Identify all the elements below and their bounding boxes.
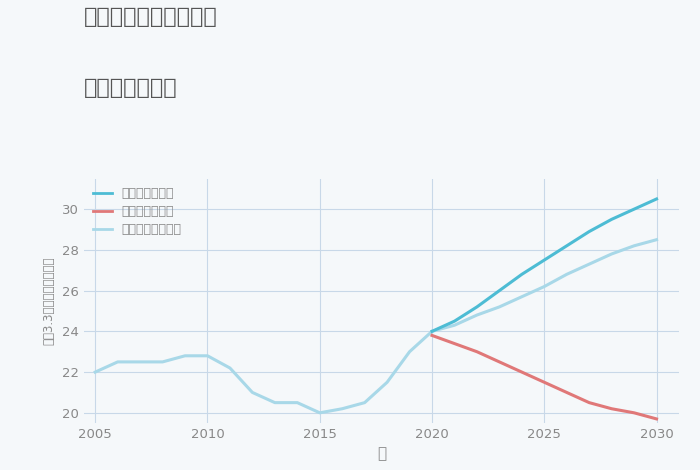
- グッドシナリオ: [630, 206, 638, 212]
- グッドシナリオ: [563, 243, 571, 249]
- X-axis label: 年: 年: [377, 446, 386, 462]
- バッドシナリオ: [652, 416, 661, 422]
- Line: バッドシナリオ: バッドシナリオ: [432, 336, 657, 419]
- ノーマルシナリオ: [630, 243, 638, 249]
- Line: グッドシナリオ: グッドシナリオ: [432, 199, 657, 331]
- バッドシナリオ: [428, 333, 436, 338]
- ノーマルシナリオ: [563, 272, 571, 277]
- バッドシナリオ: [630, 410, 638, 415]
- ノーマルシナリオ: [495, 304, 503, 310]
- バッドシナリオ: [495, 359, 503, 365]
- Y-axis label: 坪（3.3㎡）単価（万円）: 坪（3.3㎡）単価（万円）: [42, 257, 55, 345]
- ノーマルシナリオ: [473, 312, 481, 318]
- バッドシナリオ: [563, 390, 571, 395]
- Legend: グッドシナリオ, バッドシナリオ, ノーマルシナリオ: グッドシナリオ, バッドシナリオ, ノーマルシナリオ: [90, 185, 184, 239]
- グッドシナリオ: [517, 272, 526, 277]
- グッドシナリオ: [608, 217, 616, 222]
- バッドシナリオ: [517, 369, 526, 375]
- グッドシナリオ: [428, 329, 436, 334]
- バッドシナリオ: [585, 400, 594, 406]
- ノーマルシナリオ: [608, 251, 616, 257]
- Text: 埼玉県熊谷市善ヶ島の: 埼玉県熊谷市善ヶ島の: [84, 7, 218, 27]
- Line: ノーマルシナリオ: ノーマルシナリオ: [432, 240, 657, 331]
- ノーマルシナリオ: [517, 294, 526, 299]
- グッドシナリオ: [585, 229, 594, 235]
- グッドシナリオ: [450, 318, 459, 324]
- バッドシナリオ: [473, 349, 481, 354]
- グッドシナリオ: [540, 257, 549, 263]
- ノーマルシナリオ: [450, 322, 459, 328]
- バッドシナリオ: [540, 379, 549, 385]
- グッドシナリオ: [495, 288, 503, 293]
- バッドシナリオ: [608, 406, 616, 412]
- Text: 土地の価格推移: 土地の価格推移: [84, 78, 178, 98]
- ノーマルシナリオ: [540, 284, 549, 290]
- ノーマルシナリオ: [652, 237, 661, 243]
- グッドシナリオ: [652, 196, 661, 202]
- ノーマルシナリオ: [428, 329, 436, 334]
- バッドシナリオ: [450, 341, 459, 346]
- ノーマルシナリオ: [585, 261, 594, 267]
- グッドシナリオ: [473, 304, 481, 310]
